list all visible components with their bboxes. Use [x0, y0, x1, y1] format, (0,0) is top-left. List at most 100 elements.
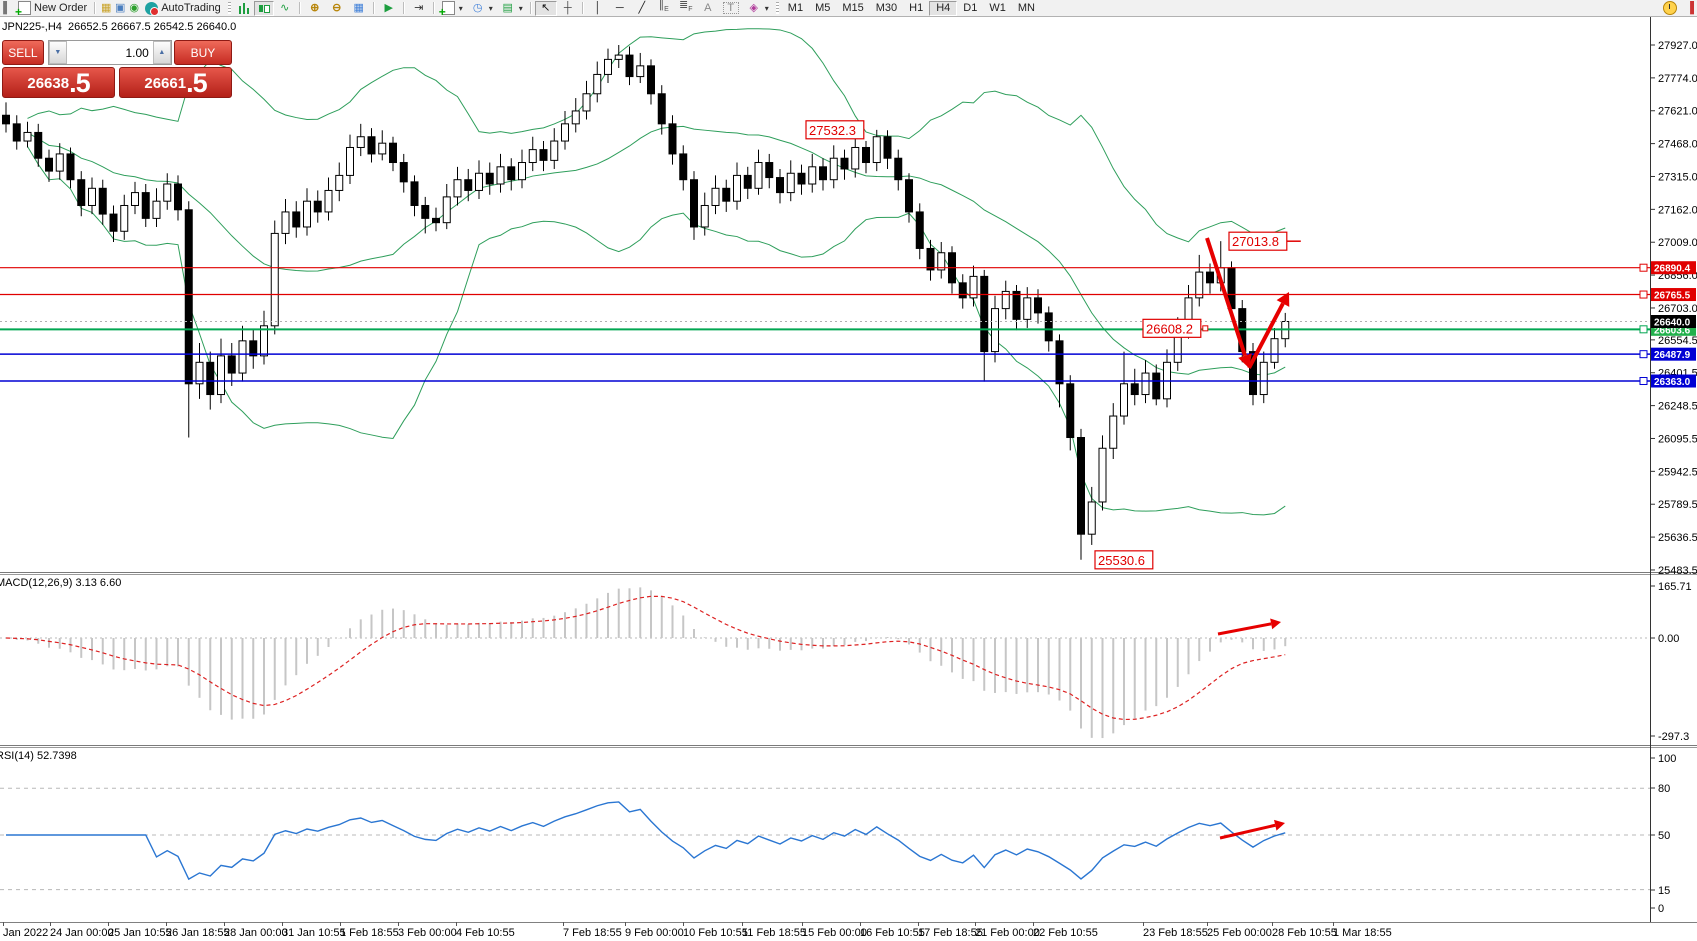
- bar-chart-button[interactable]: [234, 1, 254, 16]
- market-watch-icon[interactable]: ▦: [100, 1, 112, 14]
- indicators-button[interactable]: ▤ ▾: [497, 1, 527, 16]
- candle-body: [1023, 297, 1032, 320]
- tile-windows-button[interactable]: ▦: [348, 1, 370, 16]
- periods-button[interactable]: ◷ ▾: [467, 1, 497, 16]
- volume-decrease-button[interactable]: ▼: [48, 41, 67, 64]
- trendline-tool-button[interactable]: ╱: [631, 1, 653, 16]
- volume-input[interactable]: [66, 41, 153, 64]
- indicators-icon: ▤: [502, 1, 513, 14]
- time-tick-label: 3 Feb 00:00: [398, 927, 457, 939]
- candle-body: [754, 162, 763, 189]
- volume-increase-button[interactable]: ▲: [152, 41, 171, 64]
- level-line-handle: [1639, 350, 1648, 359]
- session-clock-icon[interactable]: [1663, 1, 1677, 15]
- cursor-icon: ↖: [541, 1, 551, 14]
- candlestick-chart-button[interactable]: [253, 0, 274, 16]
- candle-body: [98, 187, 107, 215]
- new-order-button[interactable]: New Order: [14, 1, 91, 19]
- rsi-axis-label: 80: [1658, 783, 1670, 795]
- candle-body: [743, 174, 752, 189]
- fibonacci-tool-button[interactable]: ≣F: [675, 0, 697, 16]
- metaeditor-icon[interactable]: ▣: [114, 1, 126, 14]
- text-tool-button[interactable]: A: [697, 1, 719, 16]
- trend-arrow: [1205, 237, 1247, 357]
- arrows-tool-button[interactable]: ◈ ▾: [743, 1, 773, 16]
- trend-arrow-head: [1270, 618, 1281, 630]
- candle-body: [851, 146, 860, 170]
- timeframe-button-d1[interactable]: D1: [963, 2, 978, 14]
- timeframe-button-h1[interactable]: H1: [909, 2, 924, 14]
- timeframe-button-m1[interactable]: M1: [787, 2, 804, 14]
- horizontal-line-tool-button[interactable]: ─: [609, 1, 631, 16]
- text-label-tool-button[interactable]: T: [719, 1, 743, 16]
- time-tick-label: 9 Feb 00:00: [625, 927, 684, 939]
- candle-body: [152, 200, 161, 219]
- signal-icon[interactable]: ◉: [129, 1, 139, 14]
- price-annotation-box: [805, 120, 865, 140]
- timeframe-button-m5[interactable]: M5: [815, 2, 831, 14]
- candle-body: [561, 123, 569, 142]
- candle-body: [174, 183, 182, 211]
- candle-body: [227, 355, 236, 374]
- candlestick-chart-icon: [257, 2, 270, 14]
- candle-body: [1001, 290, 1010, 310]
- candle-body: [453, 179, 462, 198]
- time-tick-label: 4 Feb 10:55: [456, 927, 515, 939]
- arrow-objects-icon: ◈: [749, 1, 758, 14]
- toolbar-grip[interactable]: [775, 2, 779, 14]
- candle-body: [872, 136, 881, 164]
- zoom-out-button[interactable]: ⊖: [326, 1, 348, 16]
- candle-body: [410, 181, 419, 206]
- auto-scroll-icon: ▶: [384, 1, 393, 14]
- sell-button[interactable]: SELL: [2, 40, 44, 65]
- auto-scroll-button[interactable]: ▶: [378, 1, 400, 16]
- toolbar-grip[interactable]: [227, 2, 231, 14]
- chart-shift-button[interactable]: ⇥: [408, 1, 430, 16]
- timeframe-button-h4[interactable]: H4: [929, 0, 958, 16]
- candle-body: [840, 157, 849, 170]
- timeframe-button-mn[interactable]: MN: [1017, 2, 1035, 14]
- channel-tool-button[interactable]: ∥E: [653, 0, 675, 16]
- price-badge-label: 26890.4: [1654, 264, 1691, 275]
- price-badge-label: 26765.5: [1654, 291, 1691, 302]
- line-chart-button[interactable]: ∿: [274, 1, 296, 16]
- crosshair-tool-button[interactable]: ┼: [557, 1, 579, 16]
- sell-price-display[interactable]: 26638.5: [2, 67, 115, 98]
- timeframe-button-m15[interactable]: M15: [842, 2, 864, 14]
- candle-body: [442, 196, 451, 224]
- buy-button[interactable]: BUY: [173, 40, 232, 65]
- candle-body: [356, 136, 365, 148]
- candle-body: [776, 177, 784, 194]
- price-badge: [1651, 347, 1696, 361]
- candle-body: [1044, 312, 1053, 342]
- line-chart-icon: ∿: [280, 1, 290, 14]
- vertical-line-tool-button[interactable]: │: [587, 1, 609, 16]
- time-tick-label: 17 Feb 18:55: [918, 927, 983, 939]
- one-click-trading-panel: SELL ▼ ▲ BUY 26638.5 26661.5: [2, 40, 232, 98]
- candle-body: [937, 252, 946, 271]
- cursor-tool-button[interactable]: ↖: [534, 0, 557, 16]
- candle-body: [604, 58, 612, 75]
- timeframe-button-m30[interactable]: M30: [875, 2, 898, 14]
- candle-body: [1206, 271, 1214, 284]
- candle-body: [496, 166, 505, 185]
- chart-shift-icon: ⇥: [414, 1, 424, 14]
- buy-price-display[interactable]: 26661.5: [119, 67, 232, 98]
- candle-body: [1249, 351, 1257, 396]
- price-annotation-label: 25530.6: [1098, 553, 1145, 568]
- timeframe-button-w1[interactable]: W1: [989, 2, 1006, 14]
- candle-body: [131, 192, 139, 206]
- autotrading-button[interactable]: AutoTrading: [141, 1, 225, 16]
- candle-body: [507, 166, 516, 181]
- candle-body: [679, 153, 688, 181]
- new-chart-button[interactable]: ▾: [438, 1, 467, 19]
- candle-body: [399, 162, 408, 183]
- new-chart-icon: [439, 1, 455, 19]
- zoom-in-button[interactable]: ⊕: [304, 1, 326, 16]
- candle-body: [819, 166, 827, 181]
- price-tick-label: 27621.0: [1658, 106, 1697, 118]
- vertical-line-icon: │: [594, 1, 602, 14]
- candle-body: [797, 172, 806, 185]
- time-tick-label: 28 Feb 10:55: [1272, 927, 1337, 939]
